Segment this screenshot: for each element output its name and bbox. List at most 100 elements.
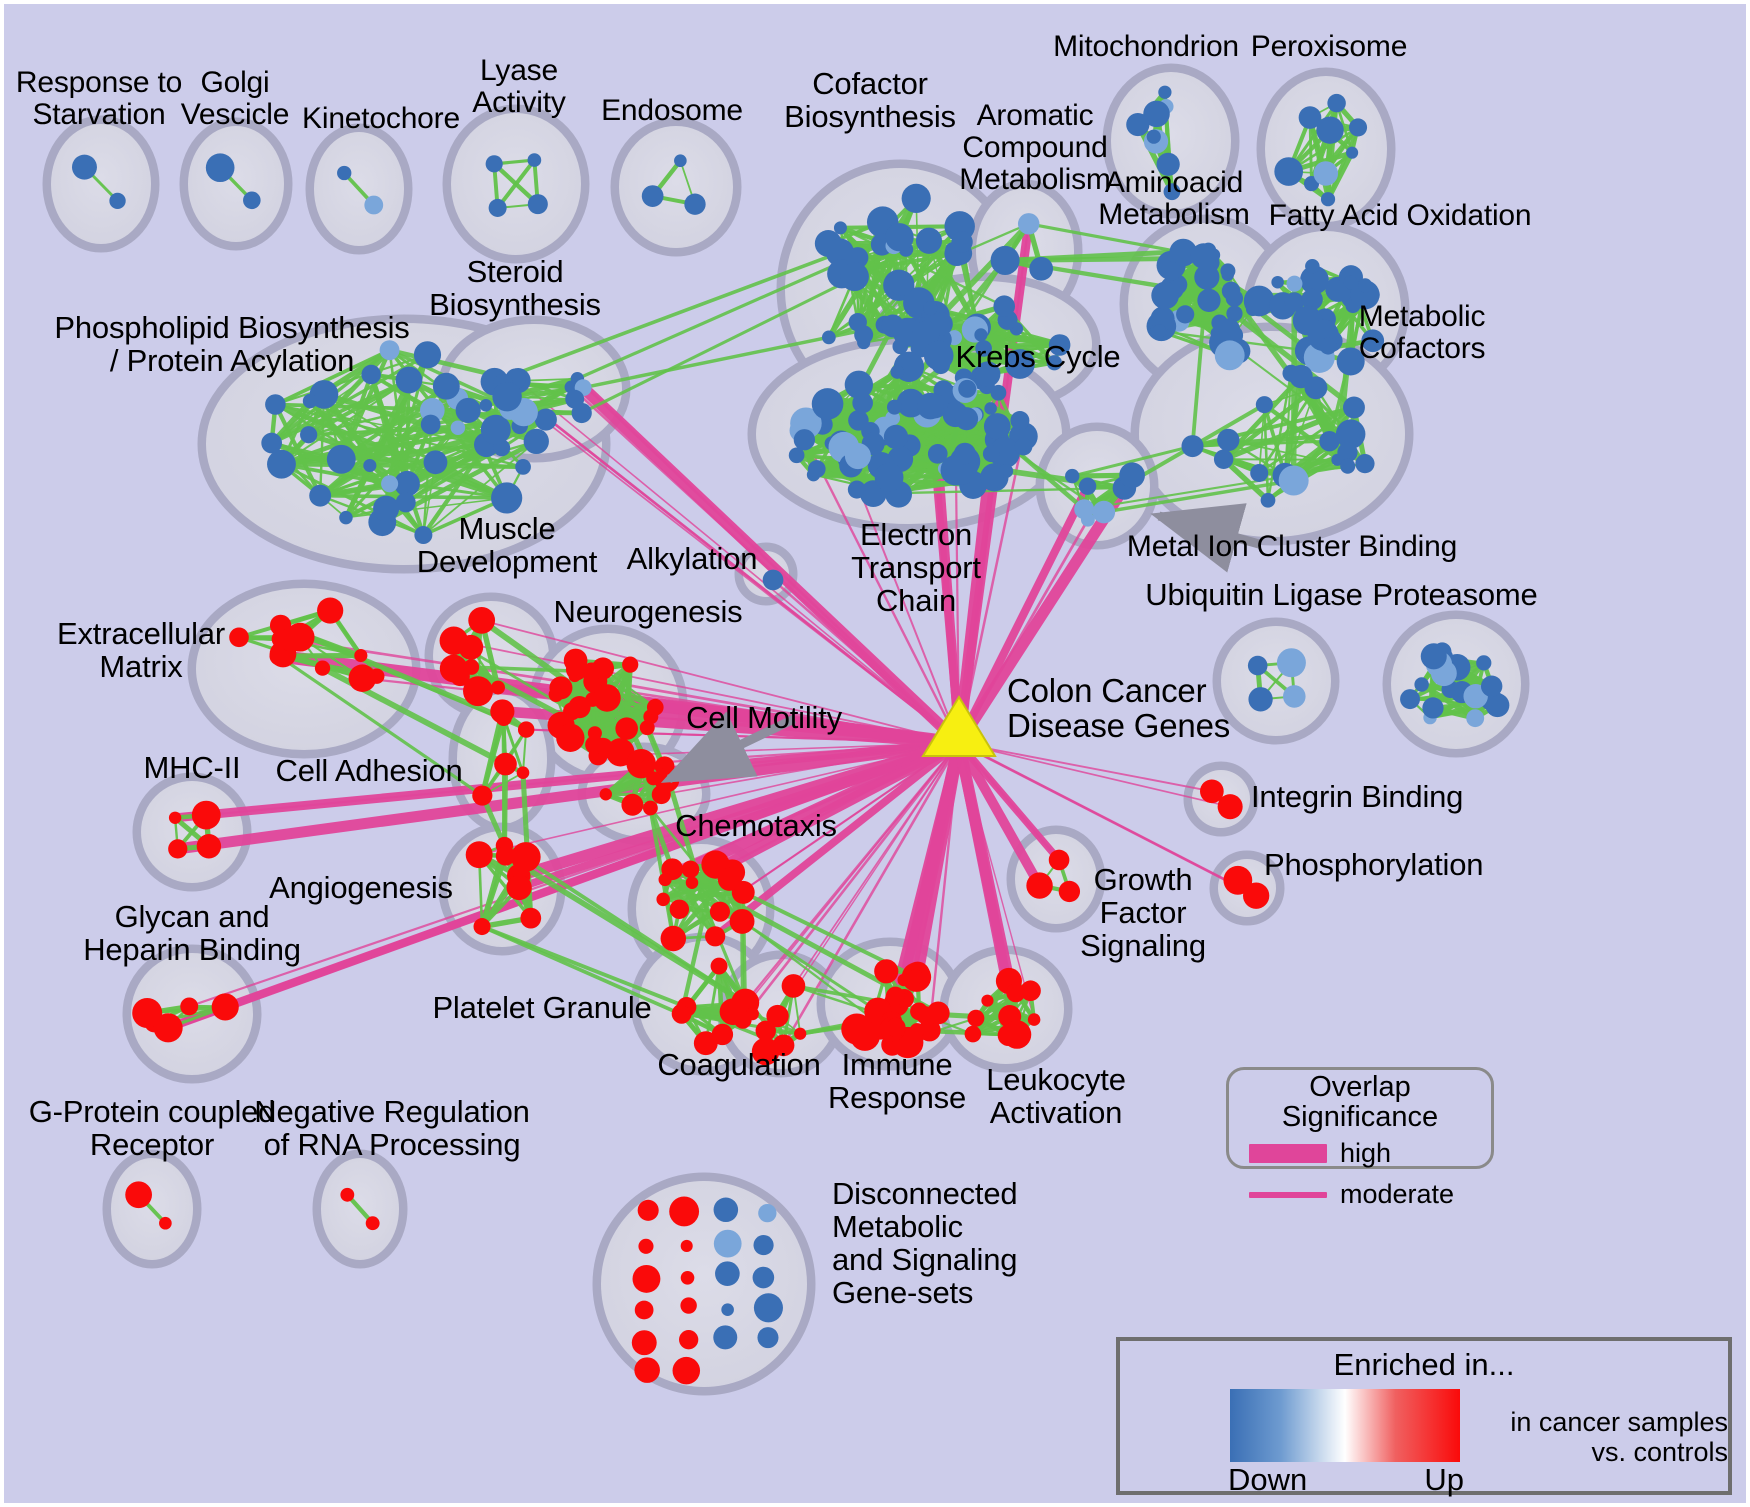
gene-set-node bbox=[1176, 305, 1195, 324]
gene-set-node bbox=[337, 165, 352, 181]
gene-set-node bbox=[1163, 183, 1181, 201]
gene-set-node bbox=[710, 957, 728, 975]
hub-overlap-edge bbox=[712, 739, 962, 940]
gene-set-node bbox=[854, 325, 874, 345]
gene-set-node bbox=[790, 407, 822, 440]
hub-overlap-edge bbox=[958, 742, 1213, 793]
gene-set-node bbox=[825, 238, 855, 267]
cluster-label-steroid-biosynthesis: Steroid Biosynthesis bbox=[429, 254, 601, 322]
gene-set-node bbox=[1213, 449, 1234, 469]
gene-set-node bbox=[300, 426, 318, 444]
gene-set-node bbox=[983, 413, 1011, 440]
gene-set-edge bbox=[479, 710, 505, 797]
cluster-ring bbox=[610, 117, 742, 257]
cluster-ring bbox=[305, 123, 413, 255]
gene-set-node bbox=[450, 420, 466, 435]
gene-set-node bbox=[928, 445, 947, 464]
gene-set-node bbox=[563, 702, 582, 721]
gene-set-node bbox=[381, 475, 399, 493]
gene-set-node bbox=[1248, 687, 1273, 712]
gene-set-node bbox=[516, 766, 530, 780]
gene-set-node bbox=[432, 372, 460, 400]
gene-set-node bbox=[1221, 281, 1241, 301]
gene-set-node bbox=[1143, 100, 1170, 128]
hub-overlap-edge bbox=[579, 383, 963, 748]
cluster-label-fatty-acid-oxidation: Fatty Acid Oxidation bbox=[1268, 199, 1532, 232]
gene-set-node bbox=[1350, 280, 1380, 310]
inter-cluster-edge bbox=[960, 222, 1030, 255]
gene-set-node bbox=[515, 459, 531, 475]
gene-set-node bbox=[1151, 281, 1179, 310]
gene-set-node bbox=[1343, 396, 1365, 419]
gene-set-node bbox=[753, 1293, 783, 1323]
cluster-label-aminoacid-metabolism: Aminoacid Metabolism bbox=[1098, 166, 1250, 231]
gene-set-node bbox=[844, 443, 871, 470]
gene-set-node bbox=[637, 1199, 659, 1221]
cluster-label-integrin-binding: Integrin Binding bbox=[1251, 779, 1464, 814]
gene-set-node bbox=[1301, 288, 1323, 311]
gene-set-node bbox=[373, 495, 400, 522]
cluster-ring bbox=[1183, 761, 1259, 837]
gene-set-node bbox=[1194, 264, 1220, 290]
gene-set-node bbox=[1046, 355, 1063, 371]
gene-set-node bbox=[1214, 340, 1245, 371]
cluster-label-phospholipid-biosynthesis-protein-acylation: Phospholipid Biosynthesis / Protein Acyl… bbox=[54, 310, 410, 378]
cluster-label-leukocyte-activation: Leukocyte Activation bbox=[986, 1062, 1126, 1130]
gene-set-node bbox=[1029, 256, 1054, 281]
gradient-high-label: Up bbox=[1424, 1462, 1464, 1497]
gene-set-node bbox=[964, 1025, 982, 1043]
gene-set-node bbox=[365, 1216, 380, 1231]
cluster-ring bbox=[102, 1149, 202, 1269]
gene-set-node bbox=[1278, 465, 1309, 496]
gene-set-node bbox=[680, 1270, 695, 1285]
gene-set-node bbox=[125, 1181, 152, 1209]
gene-set-node bbox=[599, 788, 612, 801]
gene-set-node bbox=[556, 723, 585, 752]
enrichment-color-gradient bbox=[1230, 1389, 1460, 1462]
gene-set-edge bbox=[496, 158, 536, 210]
gene-set-node bbox=[709, 901, 731, 922]
hub-overlap-edge bbox=[928, 742, 961, 1031]
gene-set-node bbox=[693, 1031, 718, 1056]
hub-overlap-edge bbox=[800, 429, 961, 744]
cluster-label-ubiquitin-ligase: Ubiquitin Ligase bbox=[1145, 577, 1363, 612]
gene-set-node bbox=[479, 399, 493, 412]
inter-cluster-edge bbox=[648, 807, 676, 939]
gene-set-node bbox=[1126, 112, 1150, 137]
gene-set-node bbox=[1250, 463, 1269, 482]
enrichment-gradient-labels: Down Up bbox=[1228, 1462, 1464, 1497]
gene-set-node bbox=[646, 698, 664, 716]
gene-set-node bbox=[757, 1327, 779, 1349]
gene-set-node bbox=[269, 646, 288, 666]
gene-set-node bbox=[1319, 431, 1340, 452]
gene-set-node bbox=[621, 793, 644, 816]
gene-set-edge bbox=[1192, 439, 1330, 448]
gene-set-node bbox=[1048, 849, 1070, 871]
gene-set-node bbox=[420, 414, 441, 435]
gene-set-node bbox=[762, 569, 784, 591]
gene-set-node bbox=[1223, 865, 1253, 895]
gene-set-node bbox=[1158, 85, 1172, 99]
gene-set-node bbox=[1190, 243, 1217, 269]
hub-overlap-edge bbox=[782, 742, 961, 1046]
gene-set-node bbox=[1058, 880, 1081, 903]
gene-set-node bbox=[1304, 376, 1328, 400]
gene-set-node bbox=[916, 392, 944, 420]
hub-overlap-edge bbox=[493, 381, 960, 744]
cluster-ring bbox=[734, 542, 798, 606]
cluster-label-kinetochore: Kinetochore bbox=[302, 102, 460, 135]
gene-set-node bbox=[485, 155, 503, 173]
gene-set-node bbox=[669, 1196, 700, 1227]
gene-set-node bbox=[679, 1330, 699, 1350]
gene-set-node bbox=[681, 860, 700, 879]
gene-set-node bbox=[1156, 152, 1180, 176]
cluster-ring bbox=[592, 1172, 816, 1396]
gene-set-node bbox=[885, 986, 905, 1006]
gene-set-node bbox=[980, 465, 1004, 490]
gene-set-node bbox=[772, 1034, 795, 1057]
gene-set-node bbox=[472, 785, 493, 806]
gene-set-node bbox=[153, 1013, 183, 1043]
gene-set-node bbox=[1027, 1013, 1041, 1026]
gene-set-node bbox=[1313, 161, 1339, 186]
gene-set-node bbox=[615, 717, 638, 740]
